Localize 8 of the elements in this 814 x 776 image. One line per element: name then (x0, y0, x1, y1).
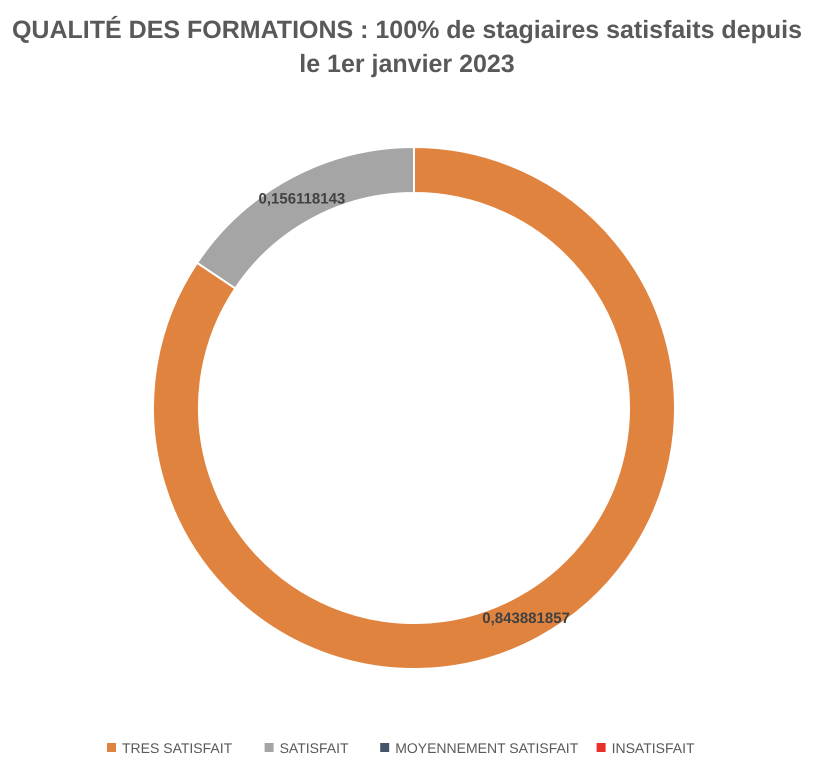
donut-slice (152, 146, 676, 670)
data-label: 0,843881857 (482, 610, 570, 628)
legend-label: SATISFAIT (280, 740, 350, 756)
legend-label: TRES SATISFAIT (122, 740, 233, 756)
chart-title: QUALITÉ DES FORMATIONS : 100% de stagiaires satisfaits depuis le 1er janvier 2023 (12, 15, 802, 78)
data-label: 0,156118143 (258, 190, 346, 208)
legend-label: MOYENNEMENT SATISFAIT (395, 740, 579, 756)
legend-label: INSATISFAIT (612, 740, 696, 756)
